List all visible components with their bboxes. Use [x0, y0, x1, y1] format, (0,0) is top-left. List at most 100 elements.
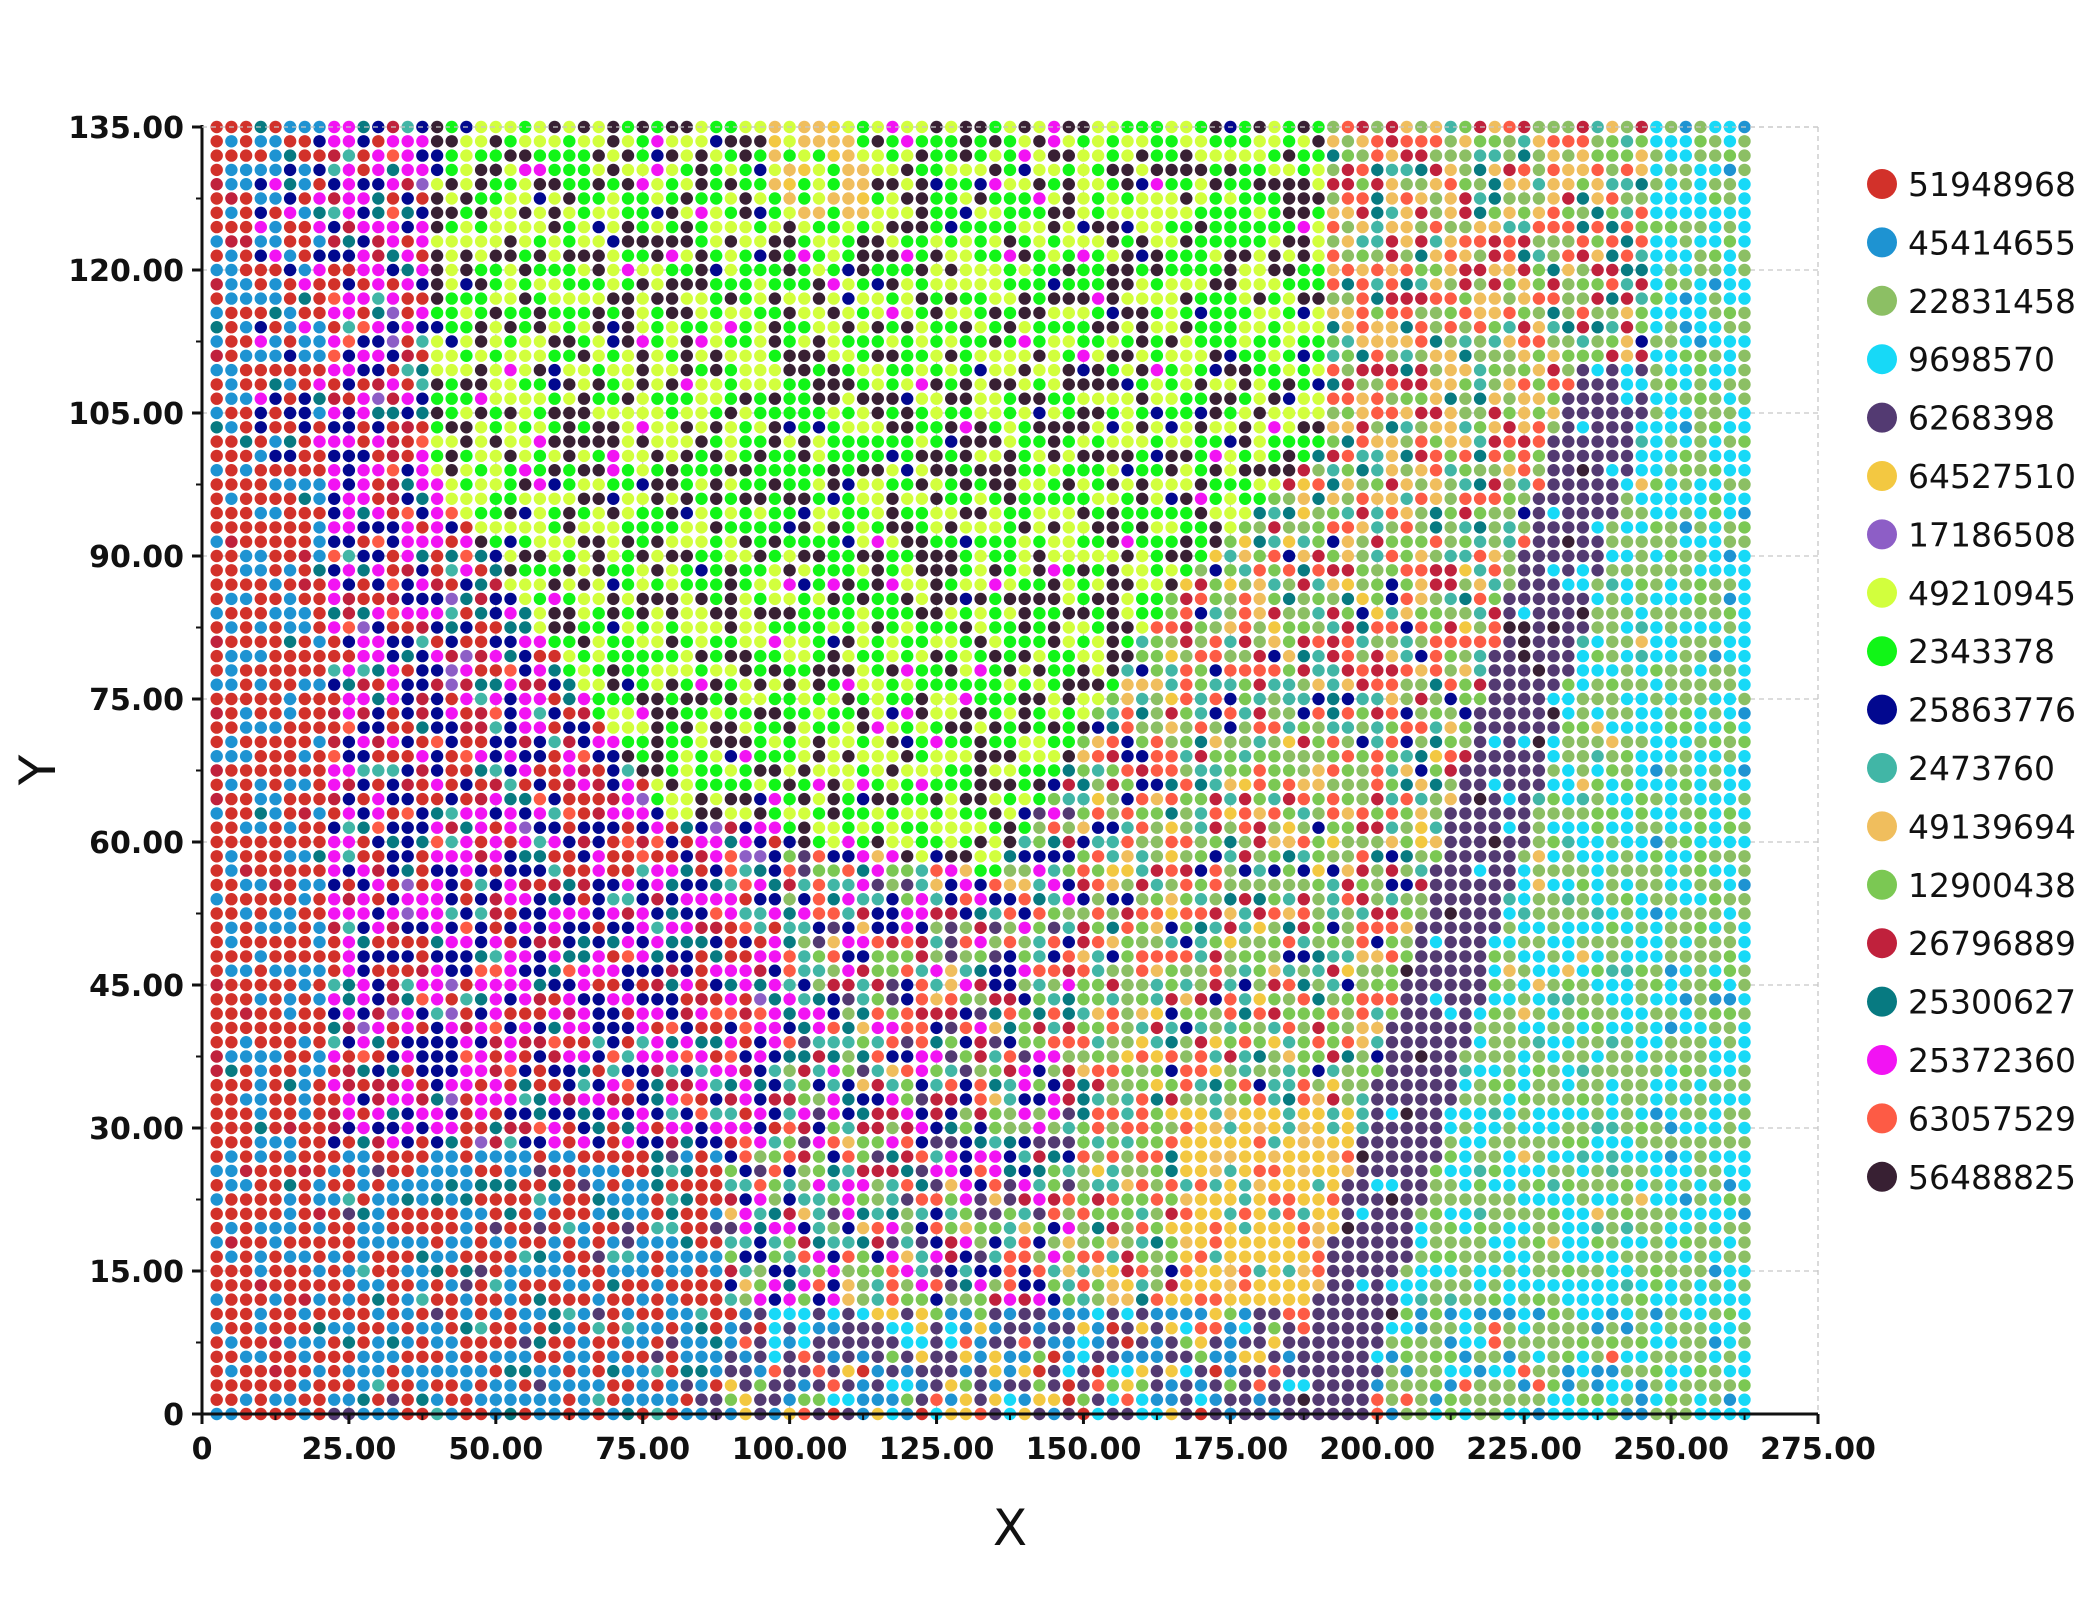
data-point [607, 421, 620, 434]
data-point [827, 278, 840, 291]
data-point [533, 607, 547, 620]
data-point [328, 1250, 341, 1263]
data-point [930, 1121, 943, 1135]
data-point [548, 1193, 561, 1206]
data-point [989, 621, 1002, 634]
data-point [386, 1150, 400, 1163]
data-point [783, 392, 796, 405]
data-point [269, 664, 282, 677]
data-point [386, 506, 400, 520]
data-point [739, 1279, 752, 1292]
data-point [592, 506, 605, 520]
data-point [724, 392, 738, 405]
data-point [695, 621, 708, 634]
data-point [739, 392, 752, 405]
data-point [856, 392, 870, 405]
data-point [798, 535, 811, 548]
data-point [915, 621, 929, 634]
data-point [680, 1021, 693, 1035]
data-point [328, 778, 341, 791]
data-point [930, 335, 943, 348]
data-point [856, 1050, 870, 1063]
data-point [930, 149, 943, 162]
data-point [974, 807, 987, 820]
data-point [401, 1336, 414, 1349]
data-point [254, 1379, 267, 1392]
data-point [827, 1264, 840, 1278]
data-point [577, 235, 591, 248]
data-point [798, 1264, 811, 1278]
data-point [225, 249, 238, 262]
data-point [989, 249, 1002, 262]
data-point [710, 564, 723, 577]
data-point [563, 335, 576, 348]
data-point [1003, 1379, 1017, 1392]
data-point [959, 521, 973, 534]
data-point [915, 1293, 929, 1306]
data-point [592, 864, 605, 877]
data-point [739, 1164, 752, 1178]
data-point [504, 1207, 517, 1221]
data-point [959, 1007, 973, 1020]
data-point [254, 464, 267, 477]
data-point [460, 592, 473, 606]
data-point [254, 993, 267, 1006]
data-point [886, 1093, 899, 1106]
data-point [328, 492, 341, 505]
data-point [254, 1121, 267, 1135]
data-point [342, 1221, 356, 1235]
data-point [533, 178, 547, 191]
data-point [474, 235, 488, 248]
data-point [239, 1322, 253, 1335]
data-point [915, 235, 929, 248]
data-point [328, 163, 341, 177]
data-point [989, 392, 1002, 405]
data-point [812, 993, 826, 1006]
data-point [342, 950, 356, 963]
data-point [416, 220, 429, 234]
data-point [842, 935, 855, 949]
data-point [724, 1064, 738, 1078]
data-point [651, 1207, 664, 1221]
data-point [989, 1121, 1002, 1135]
data-point [783, 449, 796, 463]
data-point [856, 721, 870, 734]
data-point [930, 478, 943, 491]
data-point [871, 664, 884, 677]
data-point [607, 921, 620, 934]
data-point [210, 1236, 223, 1249]
data-point [298, 1264, 311, 1278]
data-point [710, 292, 723, 305]
data-point [886, 1379, 899, 1392]
data-point [225, 807, 238, 820]
data-point [357, 421, 370, 434]
data-point [783, 478, 796, 491]
data-point [328, 764, 341, 777]
data-point [665, 149, 679, 162]
data-point [548, 406, 561, 420]
data-point [930, 235, 943, 248]
data-point [959, 821, 973, 834]
data-point [239, 1021, 253, 1035]
data-point [827, 821, 840, 834]
data-point [915, 807, 929, 820]
data-point [930, 778, 943, 791]
data-point [754, 1078, 767, 1092]
data-point [489, 607, 502, 620]
data-point [357, 1393, 370, 1406]
data-point [283, 964, 297, 977]
data-point [401, 278, 414, 291]
data-point [401, 1221, 414, 1235]
data-point [798, 735, 811, 749]
data-point [239, 178, 253, 191]
data-point [1003, 778, 1017, 791]
data-point [812, 178, 826, 191]
data-point [372, 564, 385, 577]
data-point [812, 592, 826, 606]
data-point [283, 235, 297, 248]
data-point [783, 1336, 796, 1349]
data-point [856, 1322, 870, 1335]
data-point [592, 1293, 605, 1306]
data-point [915, 707, 929, 720]
data-point [871, 1250, 884, 1263]
